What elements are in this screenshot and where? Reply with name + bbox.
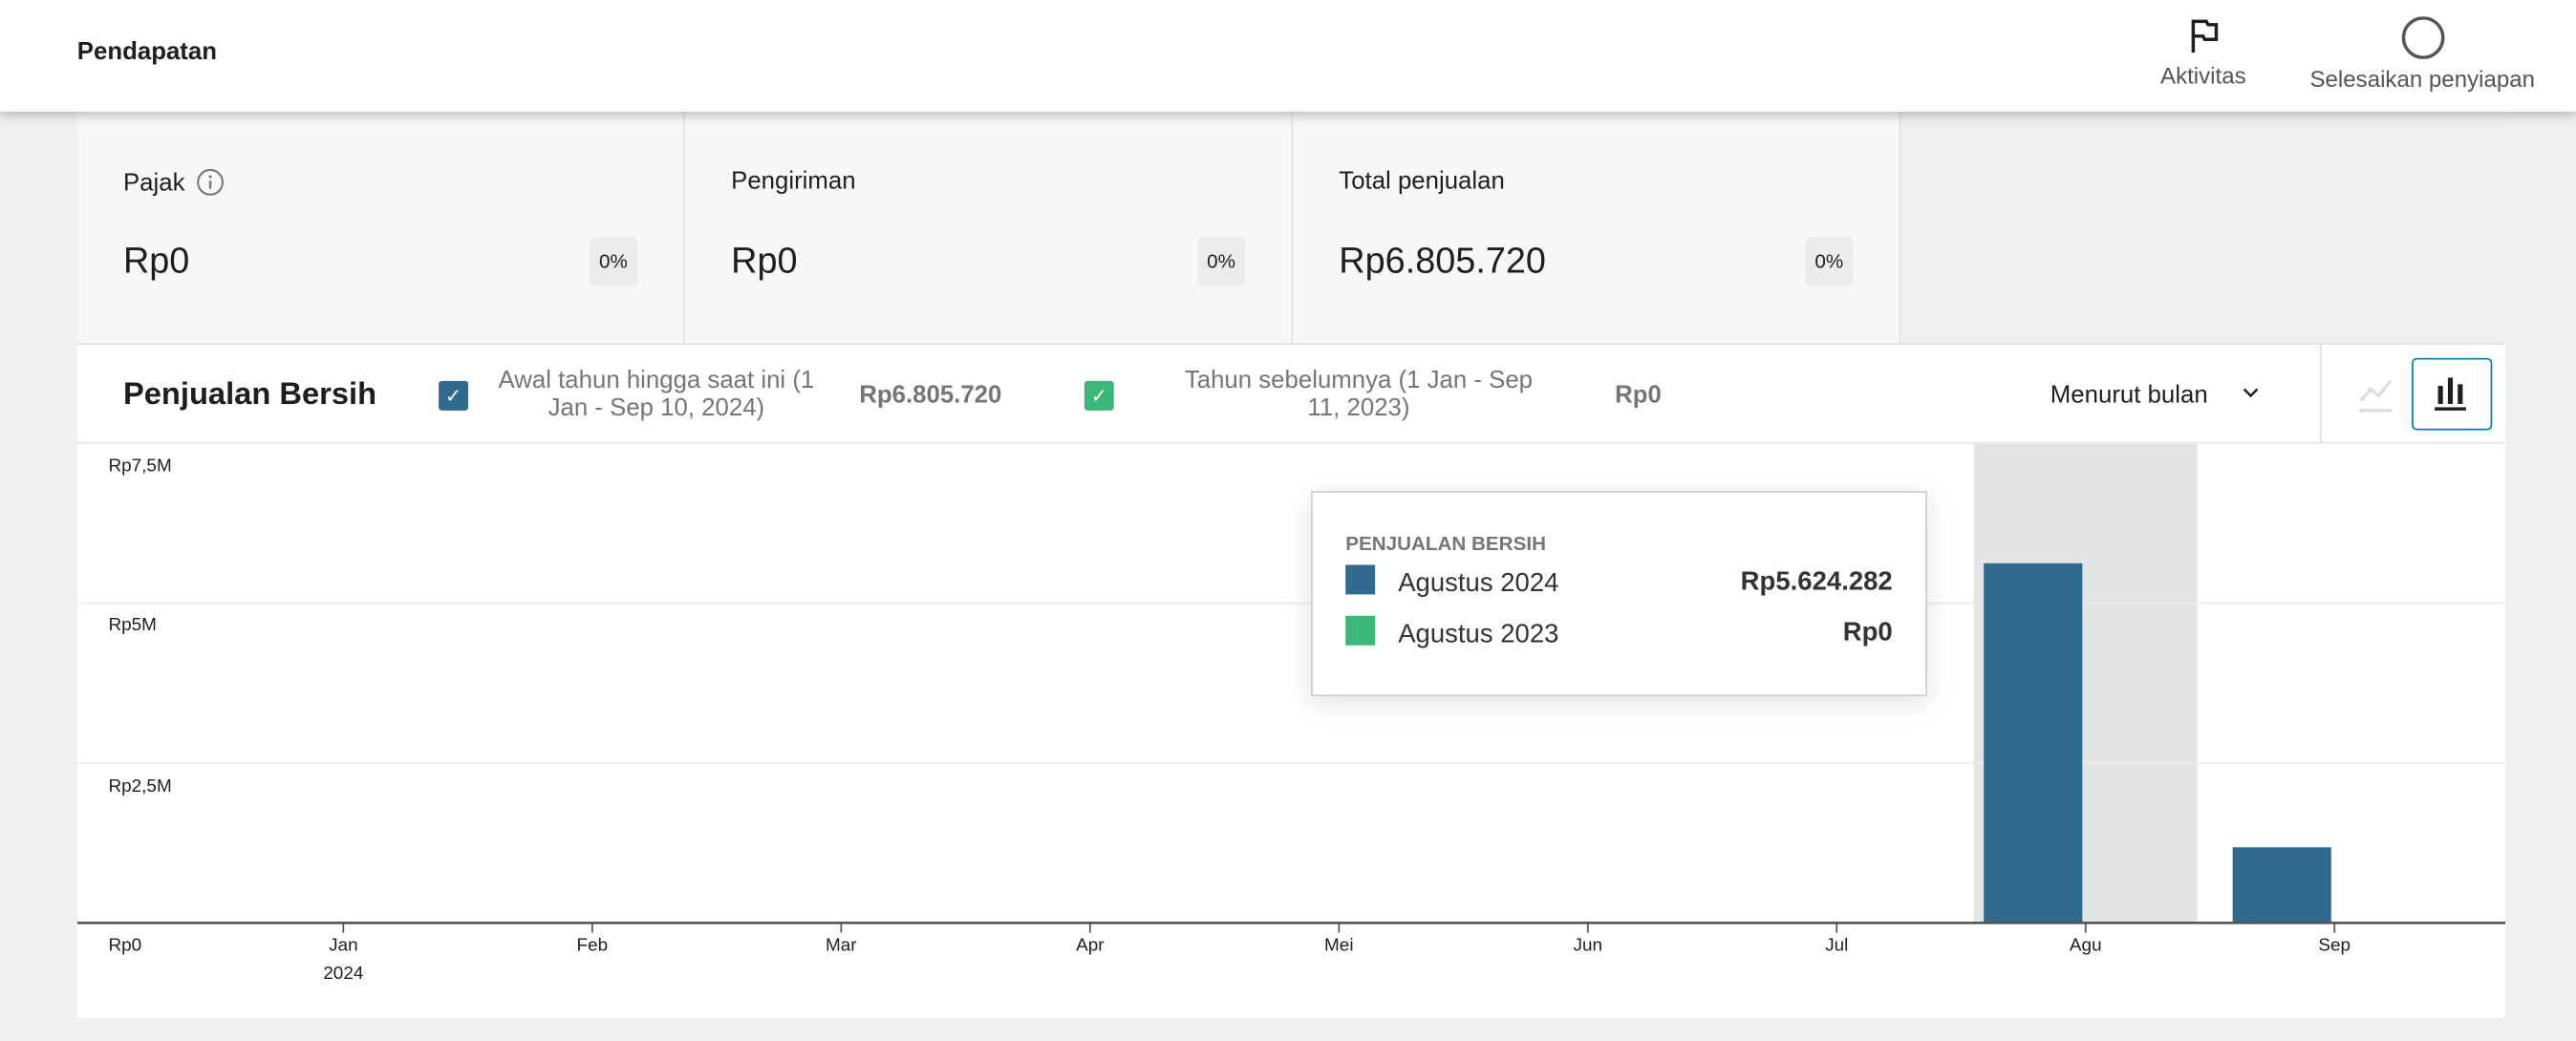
x-tick-label: Mar xyxy=(826,936,857,956)
swatch-previous xyxy=(1345,615,1376,646)
divider xyxy=(2319,345,2322,444)
summary-card-shipping[interactable]: Pengiriman Rp0 0% xyxy=(684,111,1294,344)
y-tick-label: Rp0 xyxy=(108,936,142,956)
chevron-down-icon xyxy=(2243,388,2259,398)
x-tick-label: Jun xyxy=(1573,936,1603,956)
y-tick-label: Rp7,5M xyxy=(108,456,172,477)
info-icon[interactable] xyxy=(195,167,225,197)
x-tick-label: Agu xyxy=(2069,936,2102,956)
y-tick-label: Rp2,5M xyxy=(108,775,172,797)
line-chart-button[interactable] xyxy=(2354,372,2397,417)
chart-area: Rp0 Rp2,5M Rp5M Rp7,5M Jan Feb Mar Apr Mei Jun Ju… xyxy=(76,442,2506,1019)
chart-header: Penjualan Bersih ✓ Awal tahun hingga saa… xyxy=(76,343,2506,444)
tooltip-title: PENJUALAN BERSIH xyxy=(1345,532,1546,556)
x-tick-label: Jul xyxy=(1825,936,1849,956)
legend-checkbox-previous[interactable]: ✓ xyxy=(1084,380,1114,411)
card-label: Pajak xyxy=(122,168,185,197)
finish-setup-button[interactable]: Selesaikan penyiapan xyxy=(2309,16,2535,92)
bar-Sep[interactable] xyxy=(2232,847,2331,924)
bar-chart-button[interactable] xyxy=(2412,357,2493,431)
tooltip-row-label: Agustus 2023 xyxy=(1398,620,1559,649)
interval-value: Menurut bulan xyxy=(2050,380,2208,410)
tooltip-row-value: Rp5.624.282 xyxy=(1740,567,1893,597)
tooltip-row-value: Rp0 xyxy=(1842,619,1893,648)
legend-label-previous: Tahun sebelumnya (1 Jan - Sep 11, 2023) xyxy=(1184,366,1534,422)
bar-chart-icon xyxy=(2435,377,2466,411)
card-label: Total penjualan xyxy=(1339,167,1505,196)
card-label: Pengiriman xyxy=(731,167,856,196)
activity-label: Aktivitas xyxy=(2160,62,2246,89)
tooltip-row-label: Agustus 2024 xyxy=(1398,569,1559,598)
page-title: Pendapatan xyxy=(76,37,218,66)
summary-card-total-sales[interactable]: Total penjualan Rp6.805.720 0% xyxy=(1293,111,1901,344)
delta-badge: 0% xyxy=(1196,236,1246,287)
x-tick-label: Jan xyxy=(329,936,358,956)
delta-badge: 0% xyxy=(589,236,638,287)
bar-chart xyxy=(76,442,2506,933)
x-tick-label: Mei xyxy=(1324,936,1354,956)
x-tick-label: Apr xyxy=(1076,936,1105,956)
x-year-label: 2024 xyxy=(323,964,364,984)
y-tick-label: Rp5M xyxy=(108,616,157,636)
swatch-current xyxy=(1345,564,1376,595)
card-value: Rp0 xyxy=(122,240,190,282)
legend-label-current: Awal tahun hingga saat ini (1 Jan - Sep … xyxy=(498,366,815,422)
legend-checkbox-current[interactable]: ✓ xyxy=(439,380,469,411)
bar-Agu[interactable] xyxy=(1984,563,2083,924)
card-value: Rp0 xyxy=(731,240,798,282)
delta-badge: 0% xyxy=(1805,236,1854,287)
x-tick-label: Sep xyxy=(2318,936,2351,956)
flag-icon xyxy=(2191,19,2219,53)
setup-label: Selesaikan penyiapan xyxy=(2309,65,2536,93)
chart-title: Penjualan Bersih xyxy=(122,377,377,413)
interval-select[interactable]: Menurut bulan xyxy=(2050,381,2261,409)
top-bar: Pendapatan Aktivitas Selesaikan penyiapa… xyxy=(0,0,2576,112)
x-tick-label: Feb xyxy=(576,936,609,956)
legend-value-current: Rp6.805.720 xyxy=(859,380,1002,410)
card-value: Rp6.805.720 xyxy=(1339,240,1546,282)
line-chart-icon xyxy=(2359,379,2393,413)
summary-card-tax[interactable]: Pajak Rp0 0% xyxy=(76,111,685,344)
legend-value-previous: Rp0 xyxy=(1615,380,1662,410)
progress-circle-icon xyxy=(2400,16,2444,59)
chart-tooltip: PENJUALAN BERSIH Agustus 2024 Rp5.624.28… xyxy=(1311,491,1927,697)
empty-card-slot xyxy=(1900,111,2506,344)
activity-button[interactable]: Aktivitas xyxy=(2160,16,2246,89)
